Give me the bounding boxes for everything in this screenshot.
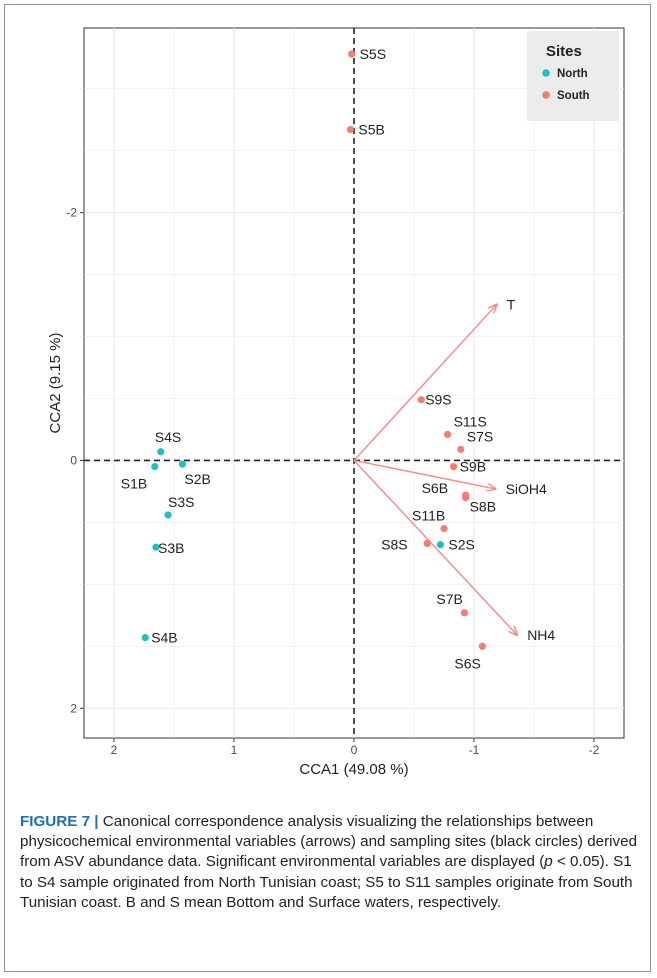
point-label-s4s: S4S	[155, 429, 181, 445]
point-s2b	[178, 460, 186, 468]
point-label-s3b: S3B	[158, 540, 184, 556]
legend-title: Sites	[546, 43, 582, 60]
point-s11b	[440, 524, 448, 533]
y-tick-label: 2	[70, 701, 77, 715]
point-s2s	[436, 541, 444, 549]
figure-caption: FIGURE 7 | Canonical correspondence anal…	[20, 812, 640, 913]
y-axis-title: CCA2 (9.15 %)	[47, 333, 64, 434]
point-label-s3s: S3S	[168, 494, 194, 510]
point-s11s	[444, 430, 452, 439]
caption-text-part-1: Canonical correspondence analysis visual…	[20, 813, 638, 871]
point-label-s11b: S11B	[412, 508, 445, 524]
point-label-s5s: S5S	[360, 46, 386, 62]
legend-swatch-south	[542, 91, 550, 99]
arrow-sioh4	[353, 459, 496, 488]
cca-biplot: 2 1 0 -1 -2 -2 0 2 CCA1 (49.08 %) CCA2 (9.15 %) T S…	[47, 27, 625, 778]
point-label-s2s: S2S	[448, 537, 474, 553]
y-tick-label: 0	[70, 453, 77, 467]
arrow-nh4	[353, 459, 517, 635]
point-label-s7b: S7B	[436, 591, 462, 607]
point-s5b	[346, 126, 354, 134]
point-label-s8s: S8S	[381, 536, 407, 552]
point-label-s7s: S7S	[467, 428, 493, 444]
legend-swatch-north	[542, 69, 550, 77]
arrow-label-sioh4: SiOH4	[506, 481, 547, 497]
point-s4b	[141, 634, 149, 642]
arrow-label-t: T	[507, 296, 516, 312]
point-s7b	[460, 609, 468, 617]
x-tick-label: 0	[351, 743, 358, 757]
point-s1b	[151, 463, 159, 471]
point-s3b	[152, 543, 160, 551]
caption-separator: |	[94, 813, 99, 830]
arrow-label-nh4: NH4	[527, 627, 555, 643]
point-s3s	[164, 511, 172, 519]
point-s7s	[457, 445, 465, 453]
caption-figure-label: FIGURE 7	[20, 813, 91, 830]
point-s9b	[450, 463, 458, 471]
x-axis-title: CCA1 (49.08 %)	[299, 761, 408, 778]
caption-text-part-2: < 0.05). S1 to S4 sample originated from…	[20, 853, 633, 911]
y-tick-label: -2	[66, 206, 77, 220]
caption-p-symbol: p	[544, 853, 553, 871]
legend-label-south: South	[557, 90, 590, 102]
point-label-s6b: S6B	[422, 480, 448, 496]
x-tick-label: 2	[111, 743, 118, 757]
point-s6s	[478, 642, 486, 650]
point-label-s6s: S6S	[454, 655, 480, 671]
point-s8s	[423, 539, 431, 548]
figure-frame	[4, 4, 651, 972]
legend-box	[527, 31, 619, 121]
point-label-s5b: S5B	[358, 122, 384, 138]
point-label-s1b: S1B	[121, 476, 147, 492]
point-s8b	[462, 494, 470, 502]
point-s5s	[348, 50, 356, 58]
point-s4s	[157, 448, 165, 456]
x-tick-label: -1	[469, 743, 480, 757]
point-label-s9b: S9B	[460, 459, 486, 475]
point-label-s11s: S11S	[454, 413, 487, 429]
point-label-s8b: S8B	[470, 499, 496, 515]
arrow-t	[353, 304, 497, 461]
point-label-s4b: S4B	[151, 630, 177, 646]
point-label-s2b: S2B	[184, 471, 210, 487]
x-tick-label: -2	[589, 743, 600, 757]
point-label-s9s: S9S	[425, 392, 451, 408]
legend-label-north: North	[557, 68, 588, 80]
point-s9s	[417, 396, 425, 404]
x-tick-label: 1	[231, 743, 238, 757]
